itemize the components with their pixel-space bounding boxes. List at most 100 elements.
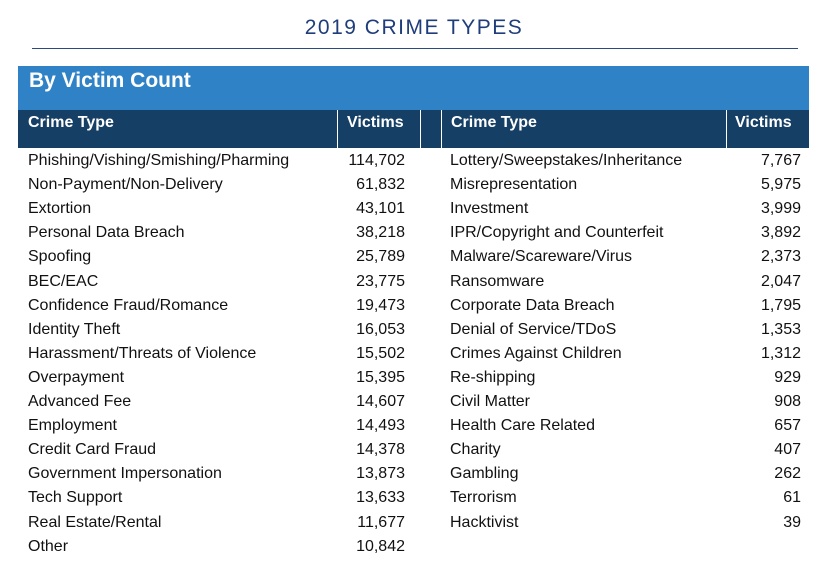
crime-type-cell: Malware/Scareware/Virus [450,248,632,266]
table-row: Investment 3,999 [450,197,801,221]
victims-cell: 39 [783,513,801,531]
crime-type-cell: Non-Payment/Non-Delivery [28,176,223,194]
header-victims-right: Victims [727,110,809,148]
table-row: Spoofing 25,789 [28,245,405,269]
crime-type-cell: Other [28,537,69,555]
crime-type-cell: Credit Card Fraud [28,441,157,459]
victims-cell: 38,218 [356,224,405,242]
crime-type-cell: Charity [450,441,501,459]
header-label: Crime Type [28,114,114,131]
crime-type-cell: Civil Matter [450,393,531,410]
victims-cell: 13,633 [356,489,405,507]
table-row: Harassment/Threats of Violence 15,502 [28,342,405,366]
table-row: IPR/Copyright and Counterfeit 3,892 [450,221,801,245]
crime-type-cell: BEC/EAC [28,272,99,290]
table-row: Non-Payment/Non-Delivery 61,832 [28,173,405,197]
victims-cell: 657 [774,417,801,435]
crime-type-cell: Government Impersonation [28,465,222,483]
crime-type-cell: Terrorism [450,489,517,507]
crime-type-cell: Re-shipping [450,368,536,386]
crime-type-cell: Advanced Fee [28,393,132,410]
table-row: Health Care Related 657 [450,414,801,438]
crime-type-cell: Gambling [450,465,519,483]
title-divider [32,48,798,49]
crime-type-cell: Health Care Related [450,417,595,435]
crime-type-cell: Misrepresentation [450,176,578,194]
header-label: Victims [735,114,792,131]
table-row: Real Estate/Rental 11,677 [28,511,405,535]
table-row: Personal Data Breach 38,218 [28,221,405,245]
victims-cell: 14,378 [356,441,405,459]
table-row: Re-shipping 929 [450,366,801,390]
table-row: Hacktivist 39 [450,511,801,535]
table-row: Ransomware 2,047 [450,270,801,294]
crime-type-cell: Lottery/Sweepstakes/Inheritance [450,152,683,169]
victims-cell: 19,473 [356,296,405,314]
header-crime-type-right: Crime Type [442,110,726,148]
victims-cell: 61 [783,489,801,507]
crime-type-cell: IPR/Copyright and Counterfeit [450,224,664,242]
table-row: Misrepresentation 5,975 [450,173,801,197]
table-row: Confidence Fraud/Romance 19,473 [28,294,405,318]
crime-type-cell: Ransomware [450,272,545,290]
table-row: Denial of Service/TDoS 1,353 [450,318,801,342]
victims-cell: 262 [774,465,801,483]
victims-cell: 61,832 [356,176,405,194]
victims-cell: 11,677 [357,513,405,531]
header-label: Crime Type [451,114,537,131]
table-row: Employment 14,493 [28,414,405,438]
table-row: Gambling 262 [450,462,801,486]
crime-type-cell: Corporate Data Breach [450,296,615,314]
crime-type-cell: Confidence Fraud/Romance [28,296,229,314]
section-band: By Victim Count [18,66,809,110]
crime-type-cell: Real Estate/Rental [28,513,162,531]
victims-cell: 23,775 [356,272,405,290]
table-row: Credit Card Fraud 14,378 [28,438,405,462]
victims-cell: 15,502 [356,344,405,362]
table-row: Government Impersonation 13,873 [28,462,405,486]
victims-cell: 13,873 [356,465,405,483]
table-row: Malware/Scareware/Virus 2,373 [450,245,801,269]
table-row: Crimes Against Children 1,312 [450,342,801,366]
victims-cell: 3,892 [760,224,801,242]
table-row: Tech Support 13,633 [28,486,405,510]
table-row: Advanced Fee 14,607 [28,390,405,414]
victims-cell: 10,842 [356,537,405,555]
crime-type-cell: Overpayment [28,368,125,386]
victims-cell: 7,767 [760,152,801,169]
table-row: Corporate Data Breach 1,795 [450,294,801,318]
header-victims-left: Victims [338,110,420,148]
crime-type-cell: Employment [28,417,117,435]
victims-cell: 2,373 [760,248,801,266]
victims-cell: 1,353 [760,320,801,338]
table-row: Civil Matter 908 [450,390,801,414]
victims-cell: 3,999 [760,200,801,218]
victims-cell: 929 [774,368,801,386]
table-row: Identity Theft 16,053 [28,318,405,342]
table-row: BEC/EAC 23,775 [28,270,405,294]
crime-type-cell: Harassment/Threats of Violence [28,344,257,362]
victims-cell: 14,493 [356,417,405,435]
table-row: Terrorism 61 [450,486,801,510]
crime-type-cell: Spoofing [28,248,92,266]
victims-cell: 14,607 [356,393,405,410]
victims-cell: 908 [774,393,801,410]
crime-type-cell: Tech Support [28,489,123,507]
victims-cell: 5,975 [760,176,801,194]
victims-cell: 1,795 [760,296,801,314]
victims-cell: 1,312 [760,344,801,362]
victims-cell: 114,702 [348,152,405,169]
victims-cell: 43,101 [356,200,405,218]
header-label: Victims [347,114,404,131]
header-spacer [421,110,441,148]
crime-type-cell: Investment [450,200,529,218]
table-row: Other 10,842 [28,535,405,559]
victims-cell: 2,047 [760,272,801,290]
table-row: Lottery/Sweepstakes/Inheritance 7,767 [450,149,801,173]
victims-cell: 407 [774,441,801,459]
crime-type-cell: Identity Theft [28,320,121,338]
crime-type-cell: Denial of Service/TDoS [450,320,617,338]
crime-type-cell: Phishing/Vishing/Smishing/Pharming [28,152,290,169]
victims-cell: 25,789 [356,248,405,266]
crime-type-cell: Hacktivist [450,513,519,531]
